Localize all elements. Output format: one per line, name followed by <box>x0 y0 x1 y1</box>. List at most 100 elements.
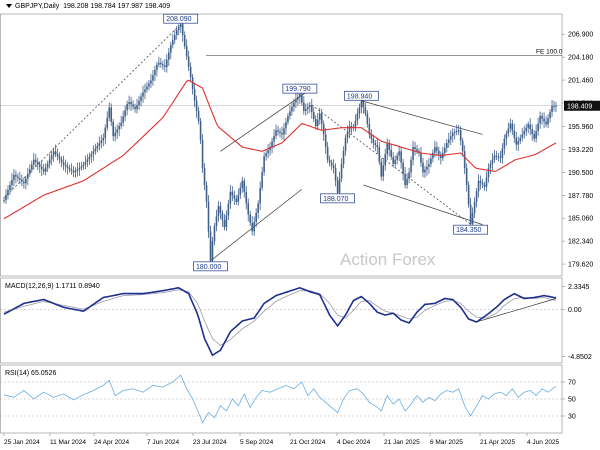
candle-body <box>132 104 134 107</box>
candle-body <box>285 122 287 129</box>
candle-body <box>227 203 230 216</box>
candle-body <box>293 102 295 107</box>
candle-body <box>525 127 528 132</box>
macd-y-tick-label: 0.00 <box>568 307 582 314</box>
candle-body <box>523 131 526 135</box>
y-tick-label: 201.460 <box>568 78 593 85</box>
candle-body <box>297 96 299 100</box>
candle-body <box>493 155 496 160</box>
candle-body <box>46 163 49 168</box>
price-annotation-box <box>453 224 488 235</box>
candle-body <box>148 83 150 87</box>
candle-body <box>489 163 492 169</box>
candle-body <box>438 150 440 155</box>
candle-body <box>259 187 261 204</box>
candle-body <box>7 190 9 196</box>
candle-body <box>416 149 418 152</box>
candle-body <box>380 161 383 177</box>
candle-body <box>320 113 323 124</box>
candle-body <box>29 169 31 174</box>
candle-body <box>453 131 456 133</box>
candle-body <box>509 123 512 129</box>
candle-body <box>189 66 192 78</box>
trend-line <box>3 23 181 198</box>
candle-body <box>34 159 37 163</box>
candle-body <box>112 121 115 137</box>
candle-body <box>384 154 387 166</box>
candle-body <box>56 154 59 157</box>
candle-body <box>62 162 65 165</box>
candle-body <box>299 94 301 97</box>
last-price-label: 198.409 <box>567 103 592 110</box>
candle-body <box>201 140 204 169</box>
candle-body <box>126 103 128 111</box>
price-annotation-box <box>344 90 379 101</box>
candle-body <box>360 101 363 108</box>
candle-body <box>291 106 293 112</box>
macd-y-tick-label: -4.8502 <box>568 354 592 361</box>
candle-body <box>308 104 311 107</box>
candle-body <box>491 159 494 164</box>
candle-body <box>195 100 198 111</box>
candle-body <box>5 195 7 201</box>
x-tick-label: 21 Jan 2025 <box>384 439 420 446</box>
candle-body <box>382 165 385 177</box>
candle-body <box>471 213 474 225</box>
y-tick-label: 206.900 <box>568 32 593 39</box>
candle-body <box>177 27 180 31</box>
candle-body <box>368 123 371 135</box>
candle-body <box>404 173 406 186</box>
last-price-badge <box>564 100 600 111</box>
candle-body <box>537 123 539 132</box>
candle-body <box>72 170 75 173</box>
candle-body <box>440 154 442 159</box>
candle-body <box>449 136 452 140</box>
candle-body <box>519 137 522 142</box>
candle-body <box>179 24 182 28</box>
candle-body <box>144 89 146 93</box>
candle-body <box>392 156 394 164</box>
candle-body <box>547 118 549 125</box>
candle-body <box>78 167 81 170</box>
candle-body <box>106 117 109 128</box>
candle-body <box>469 204 472 225</box>
dropdown-arrow-icon[interactable] <box>6 4 12 9</box>
x-tick-label: 21 Apr 2025 <box>480 439 515 446</box>
trend-line <box>361 100 483 135</box>
candle-body <box>495 155 498 157</box>
candle-body <box>328 159 331 163</box>
candle-body <box>303 102 305 111</box>
candle-body <box>116 129 118 133</box>
candle-body <box>243 180 246 193</box>
candle-body <box>261 172 263 188</box>
price-annotation-label: 199.790 <box>285 86 310 93</box>
x-tick-label: 24 Apr 2024 <box>94 439 129 446</box>
candle-body <box>545 121 547 125</box>
candle-body <box>235 198 238 202</box>
candle-body <box>283 128 285 135</box>
candle-body <box>370 134 373 139</box>
candle-body <box>406 178 408 186</box>
price-annotation-label: 208.090 <box>166 16 191 23</box>
main-panel-frame <box>0 13 563 277</box>
macd-signal-line <box>3 289 557 346</box>
rsi-line <box>3 374 557 424</box>
candle-body <box>505 133 508 139</box>
y-tick-label: 187.780 <box>568 193 593 200</box>
candle-body <box>483 184 486 187</box>
candle-body <box>376 145 379 148</box>
x-tick-label: 23 Jul 2024 <box>193 439 227 446</box>
candle-body <box>535 131 537 139</box>
candle-body <box>168 52 170 60</box>
rsi-y-tick-label: 70 <box>568 380 576 387</box>
candle-body <box>239 187 242 195</box>
candle-body <box>120 122 122 127</box>
candle-body <box>160 62 162 65</box>
candle-body <box>205 185 208 202</box>
moving-average-line <box>3 79 557 220</box>
candle-body <box>251 222 254 232</box>
candle-body <box>332 165 335 169</box>
candle-body <box>310 104 313 113</box>
candle-body <box>521 134 524 138</box>
candle-body <box>539 115 541 124</box>
